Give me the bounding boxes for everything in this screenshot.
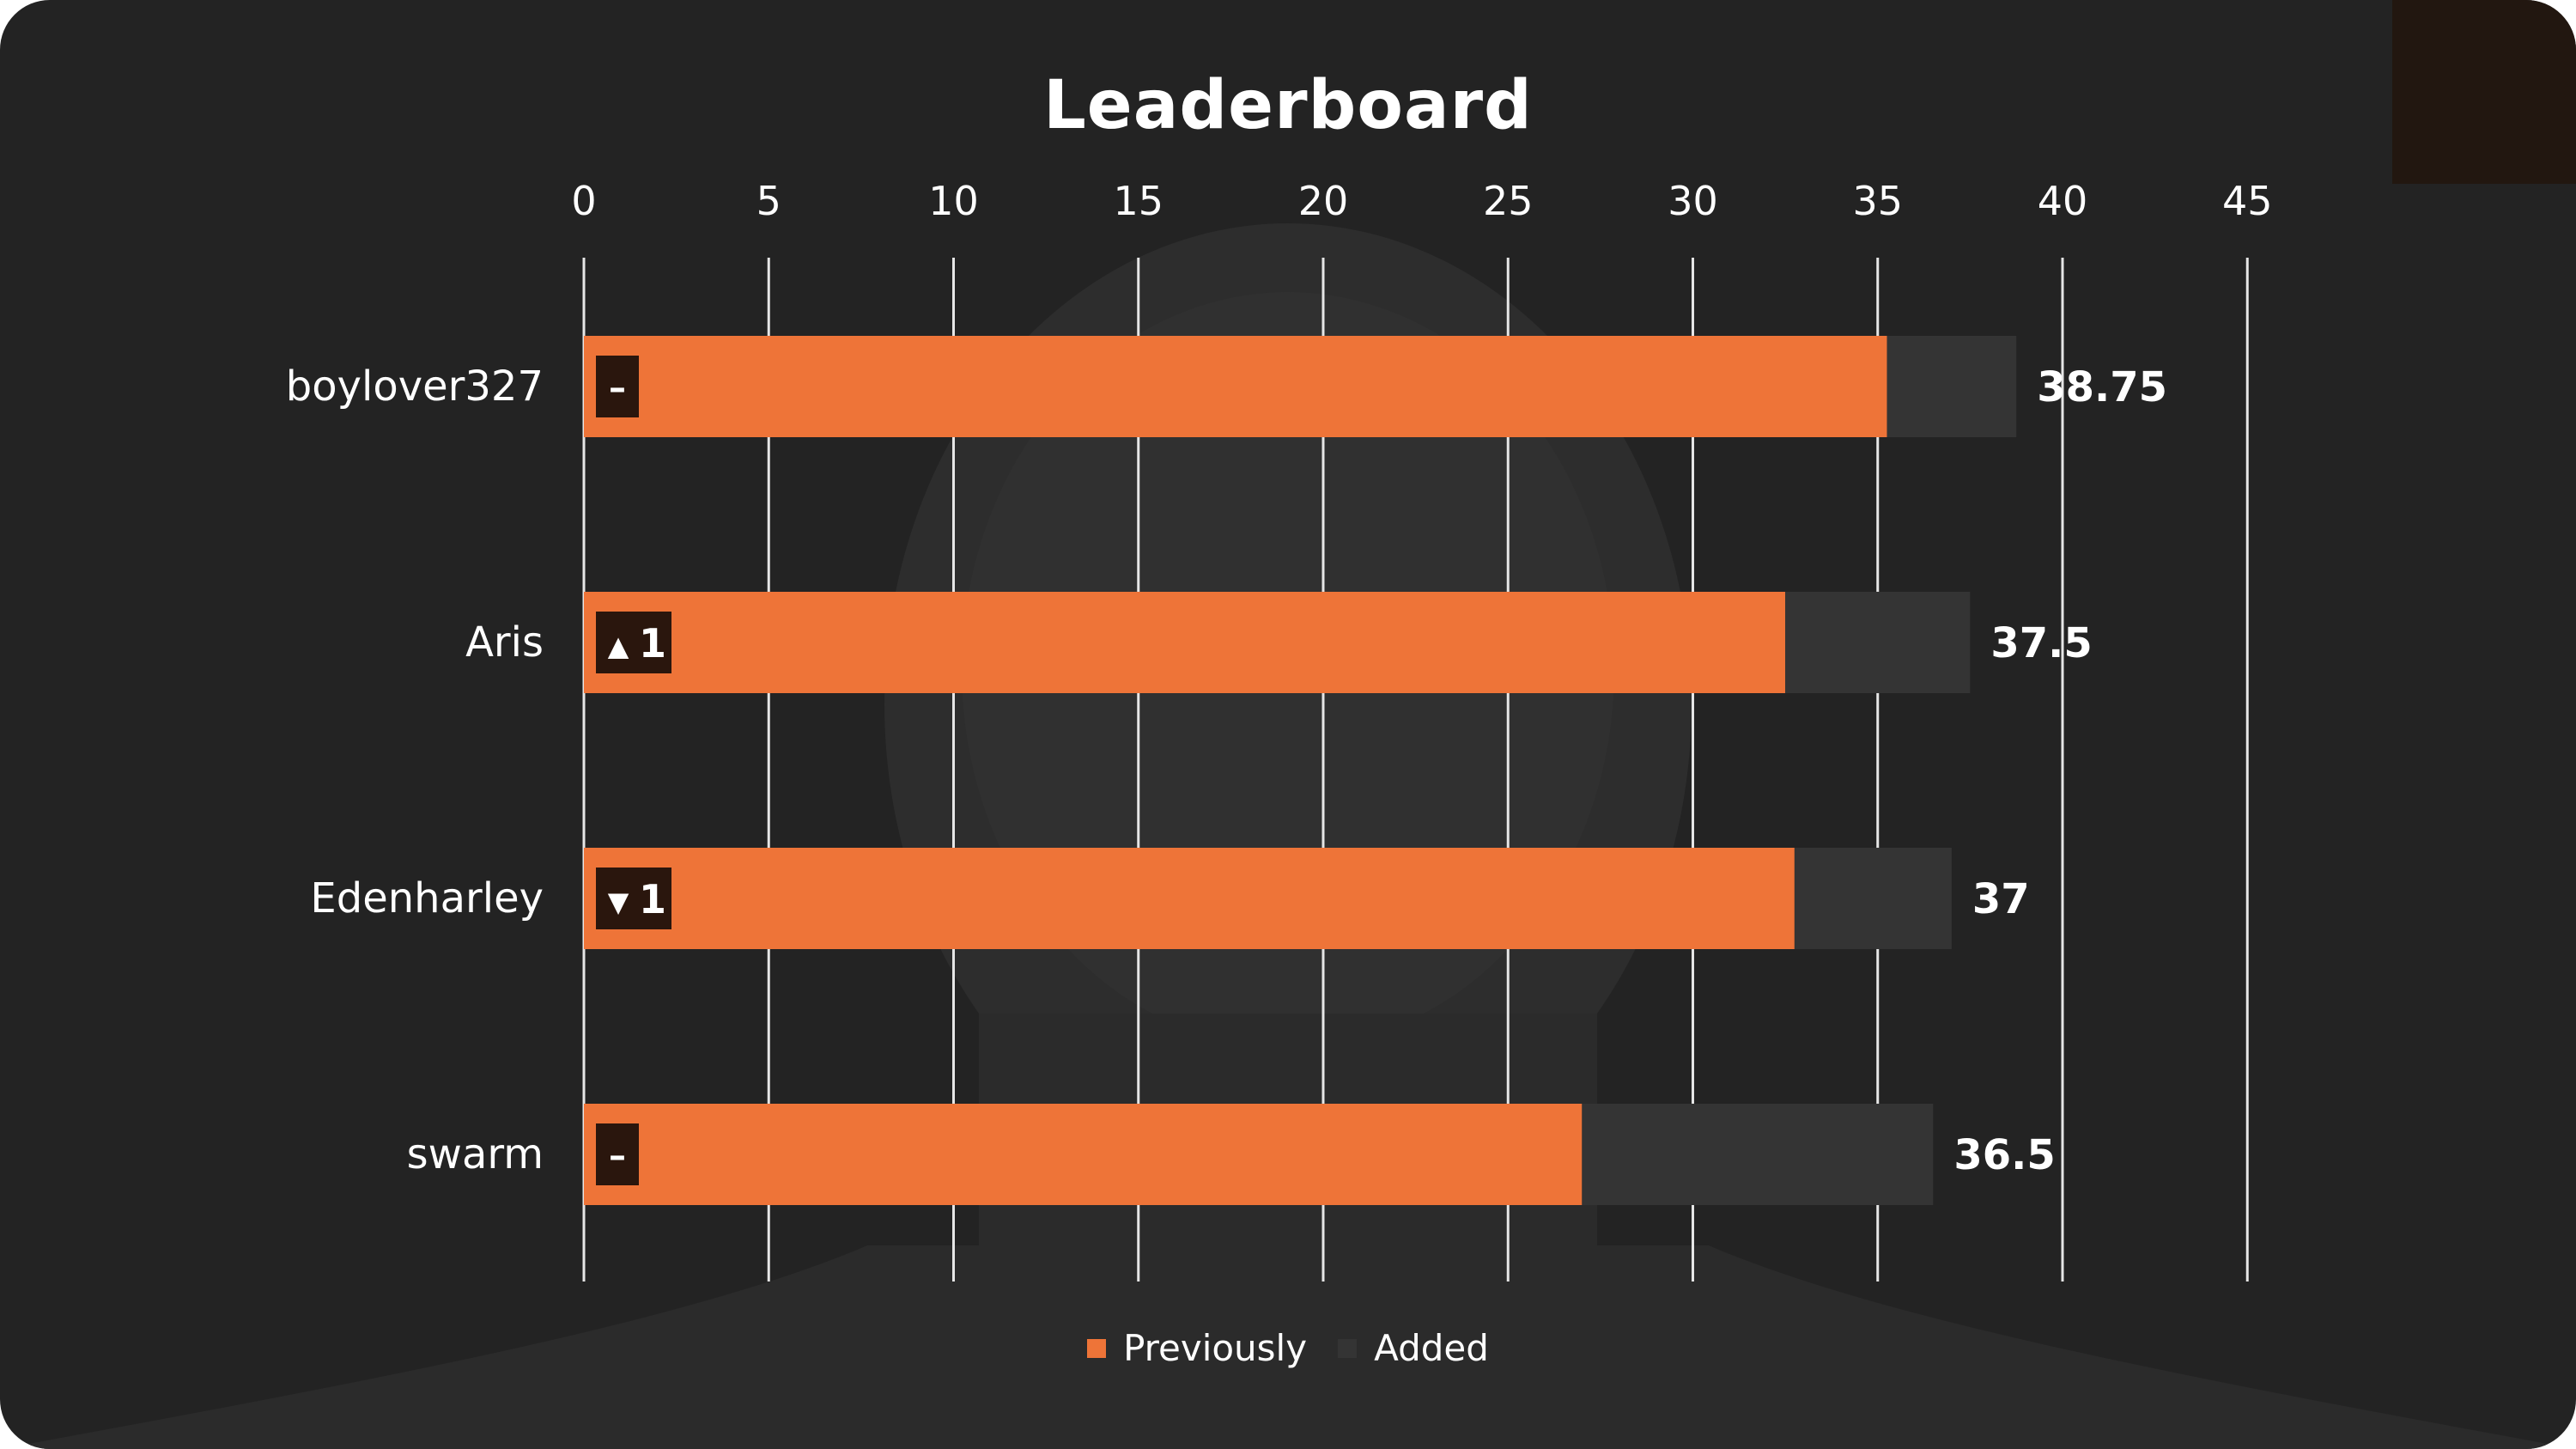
total-score-label: 38.75 xyxy=(2037,363,2167,411)
rank-change-symbol: – xyxy=(609,368,626,408)
x-tick-label: 0 xyxy=(571,178,596,224)
legend-item-added: Added xyxy=(1338,1327,1489,1369)
rank-change-value: 1 xyxy=(639,876,666,922)
x-tick-label: 45 xyxy=(2222,178,2273,224)
bar-previously xyxy=(584,1104,1583,1205)
chart-legend: Previously Added xyxy=(0,1327,2576,1369)
total-score-label: 37.5 xyxy=(1990,619,2092,667)
x-tick-label: 20 xyxy=(1298,178,1349,224)
bar-previously xyxy=(584,848,1795,949)
corner-decoration xyxy=(2392,0,2576,184)
rank-change-value: 1 xyxy=(639,620,666,667)
legend-label-previously: Previously xyxy=(1123,1327,1308,1369)
total-score-label: 37 xyxy=(1972,875,2030,923)
legend-item-previously: Previously xyxy=(1087,1327,1307,1369)
x-tick-label: 15 xyxy=(1113,178,1163,224)
bar-previously xyxy=(584,592,1786,693)
rank-change-badge xyxy=(596,1123,639,1185)
x-tick-label: 40 xyxy=(2038,178,2088,224)
rank-change-symbol: ▲ xyxy=(608,630,629,662)
rank-change-symbol: ▼ xyxy=(608,886,629,918)
bar-added xyxy=(1582,1104,1934,1205)
category-label: swarm xyxy=(407,1130,544,1178)
x-tick-label: 5 xyxy=(756,178,781,224)
legend-swatch-added xyxy=(1338,1338,1358,1358)
chart-title: Leaderboard xyxy=(1043,67,1533,144)
legend-label-added: Added xyxy=(1374,1327,1489,1369)
bar-added xyxy=(1785,592,1971,693)
bar-previously xyxy=(584,336,1887,437)
category-label: Aris xyxy=(465,618,544,667)
x-tick-label: 10 xyxy=(928,178,979,224)
x-tick-label: 35 xyxy=(1852,178,1903,224)
category-label: Edenharley xyxy=(310,874,544,922)
bar-added xyxy=(1886,336,2017,437)
x-tick-label: 25 xyxy=(1483,178,1534,224)
rank-change-badge xyxy=(596,356,639,417)
category-label: boylover327 xyxy=(286,362,544,411)
bar-added xyxy=(1794,848,1952,949)
rank-change-badge xyxy=(596,612,671,673)
total-score-label: 36.5 xyxy=(1953,1131,2055,1179)
x-tick-label: 30 xyxy=(1668,178,1718,224)
legend-swatch-previously xyxy=(1087,1338,1107,1358)
rank-change-badge xyxy=(596,868,671,929)
rank-change-symbol: – xyxy=(609,1136,626,1176)
